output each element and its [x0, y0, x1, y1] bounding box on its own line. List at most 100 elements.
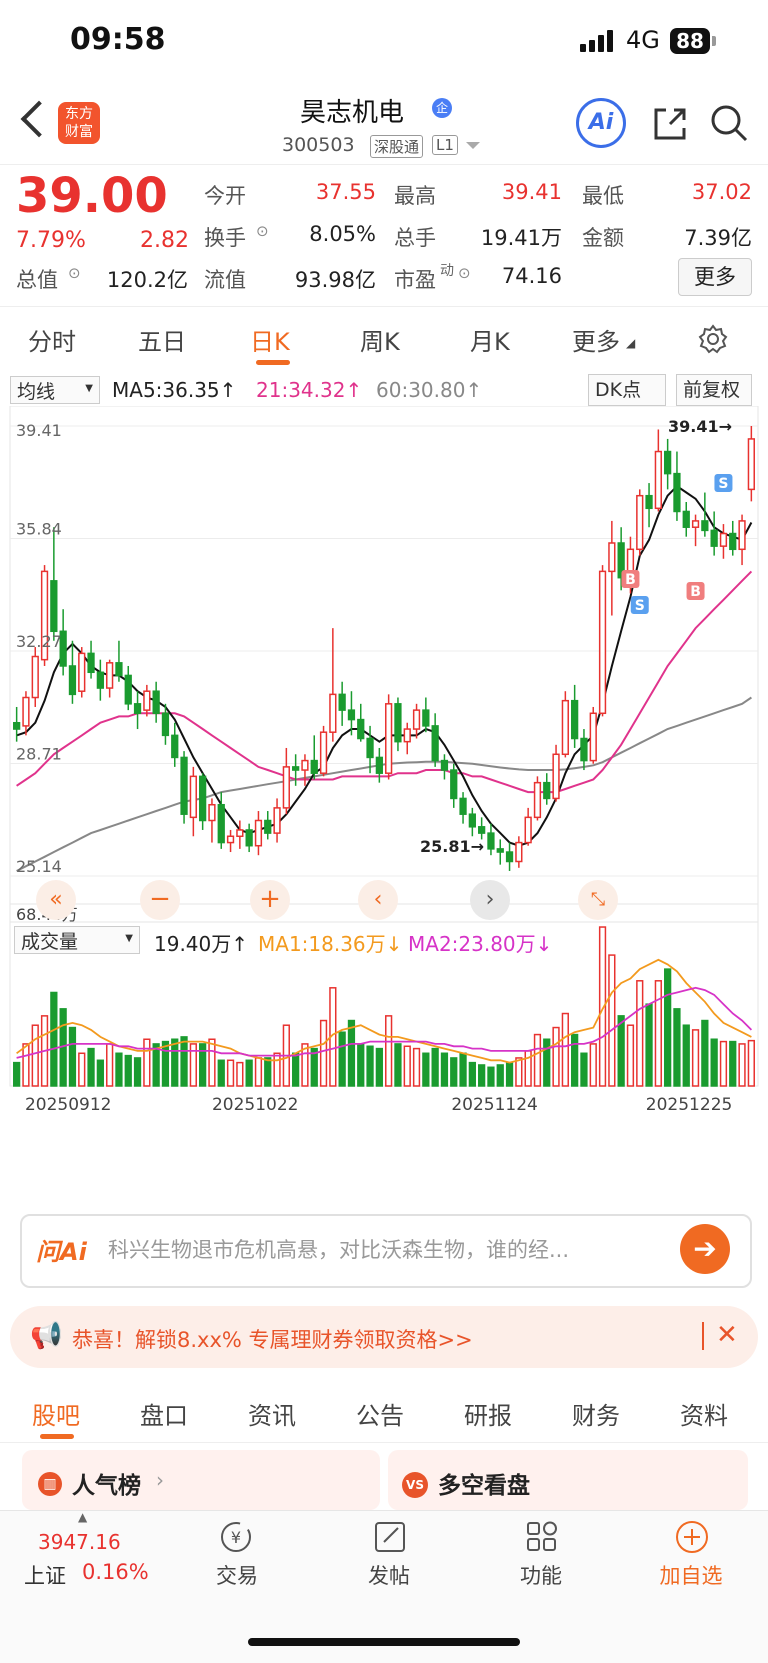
volume-bar	[552, 1026, 560, 1087]
index-value[interactable]: 3947.16	[38, 1530, 121, 1554]
candle-body	[171, 734, 179, 759]
ma20-value: 21:34.32↑	[256, 378, 363, 402]
back-icon[interactable]	[20, 100, 58, 138]
volume-bar	[710, 1038, 718, 1087]
candle-body	[366, 737, 374, 759]
candle-body	[440, 759, 449, 771]
tab-five-day[interactable]: 五日	[138, 328, 186, 356]
volume-bar	[96, 1059, 104, 1087]
value-high: 39.41	[501, 180, 562, 204]
tab-research[interactable]: 研报	[464, 1402, 512, 1430]
index-name[interactable]: 上证	[24, 1564, 66, 1588]
arrow-right-icon[interactable]: ➔	[680, 1224, 730, 1274]
add-watchlist-icon[interactable]	[672, 1520, 712, 1554]
dk-point-button[interactable]: DK点	[588, 374, 666, 406]
promo-banner[interactable]	[10, 1306, 758, 1368]
tab-monthly-k[interactable]: 月K	[470, 328, 510, 356]
volume-bar	[412, 1047, 421, 1087]
stock-name[interactable]: 昊志机电	[300, 98, 405, 128]
tab-finance[interactable]: 财务	[572, 1402, 620, 1430]
label-turnover: 换手	[204, 226, 246, 250]
network-label: 4G	[626, 26, 660, 54]
close-icon[interactable]: ✕	[716, 1320, 738, 1350]
volume-bar	[747, 1039, 755, 1087]
zoom-in-icon[interactable]: +	[250, 880, 290, 920]
next-icon[interactable]: ›	[470, 880, 510, 920]
trade-icon[interactable]: ¥	[216, 1520, 256, 1554]
settings-icon[interactable]	[698, 324, 728, 358]
ma5-line	[16, 484, 753, 847]
tab-news[interactable]: 资讯	[248, 1402, 296, 1430]
candle-body	[347, 709, 356, 721]
tab-minute[interactable]: 分时	[28, 328, 76, 356]
value-float-cap: 93.98亿	[294, 268, 376, 292]
tab-weekly-k[interactable]: 周K	[360, 328, 400, 356]
candle-body	[115, 662, 123, 677]
volume-bar	[292, 1052, 300, 1087]
zoom-out-icon[interactable]: −	[140, 880, 180, 920]
tab-more[interactable]: 更多	[572, 328, 620, 356]
volume-bar	[487, 1066, 495, 1087]
candle-body	[645, 494, 653, 510]
popularity-card[interactable]	[22, 1450, 380, 1510]
volume-bar	[124, 1054, 132, 1087]
volume-bar	[152, 1043, 160, 1087]
adjust-button[interactable]: 前复权	[676, 374, 752, 406]
search-icon[interactable]	[708, 102, 750, 148]
ai-button[interactable]: Ai	[576, 98, 626, 148]
candle-body	[375, 756, 383, 774]
bull-bear-card[interactable]	[388, 1450, 748, 1510]
divider	[0, 306, 768, 307]
tab-announcements[interactable]: 公告	[356, 1402, 404, 1430]
nav-post[interactable]: 发帖	[368, 1564, 410, 1588]
label-low: 最低	[582, 184, 624, 208]
info-icon[interactable]: ⊙	[68, 264, 81, 282]
scroll-left-icon[interactable]: «	[36, 880, 76, 920]
nav-trade[interactable]: 交易	[216, 1564, 258, 1588]
tab-guba[interactable]: 股吧	[32, 1402, 80, 1430]
volume-bar	[180, 1036, 188, 1087]
chevron-down-icon[interactable]	[466, 142, 480, 149]
tab-pankou[interactable]: 盘口	[140, 1402, 188, 1430]
candle-body	[515, 841, 523, 863]
value-open: 37.55	[315, 180, 376, 204]
expand-icon[interactable]: ⤡	[578, 880, 618, 920]
versus-icon: VS	[402, 1472, 428, 1498]
sell-marker-bg	[630, 596, 649, 614]
candle-body	[329, 693, 337, 733]
volume-bar	[719, 1040, 728, 1087]
divider	[702, 1322, 704, 1350]
more-button[interactable]: 更多	[678, 258, 752, 296]
functions-icon[interactable]	[522, 1520, 562, 1554]
nav-add-watchlist[interactable]: 加自选	[659, 1564, 723, 1588]
chart-bars-icon: ▥	[38, 1472, 62, 1496]
index-percent[interactable]: 0.16%	[82, 1560, 149, 1584]
nav-functions[interactable]: 功能	[520, 1564, 562, 1588]
volume-bar	[682, 1024, 690, 1087]
volume-bar	[459, 1052, 467, 1087]
volume-bar	[543, 1038, 551, 1087]
info-icon[interactable]: ⊙	[458, 264, 471, 282]
post-icon[interactable]	[370, 1520, 410, 1554]
candle-body	[691, 520, 700, 528]
promo-text[interactable]: 恭喜！解锁8.xx% 专属理财券领取资格>>	[72, 1328, 473, 1352]
candle-body	[87, 652, 95, 674]
price-axis-label: 39.41	[16, 421, 62, 440]
buy-marker-letter: B	[690, 584, 701, 600]
share-icon[interactable]	[650, 104, 690, 148]
tab-profile[interactable]: 资料	[680, 1402, 728, 1430]
volume-bar	[143, 1038, 151, 1087]
candle-body	[636, 494, 644, 551]
prev-icon[interactable]: ‹	[358, 880, 398, 920]
ask-ai-input[interactable]	[20, 1214, 752, 1288]
volume-bar	[440, 1052, 449, 1087]
info-icon[interactable]: ⊙	[256, 222, 269, 240]
tab-daily-k[interactable]: 日K	[250, 328, 290, 356]
candle-body	[533, 781, 542, 819]
candle-body	[431, 725, 439, 762]
volume-bar	[31, 1024, 39, 1087]
indicator-select[interactable]: 均线 ▼	[10, 376, 100, 404]
candle-body	[310, 759, 318, 774]
volume-select[interactable]: 成交量 ▼	[14, 926, 140, 954]
kline-chart[interactable]: 39.4135.8432.2728.7125.1468.44万202509122…	[0, 406, 768, 1186]
